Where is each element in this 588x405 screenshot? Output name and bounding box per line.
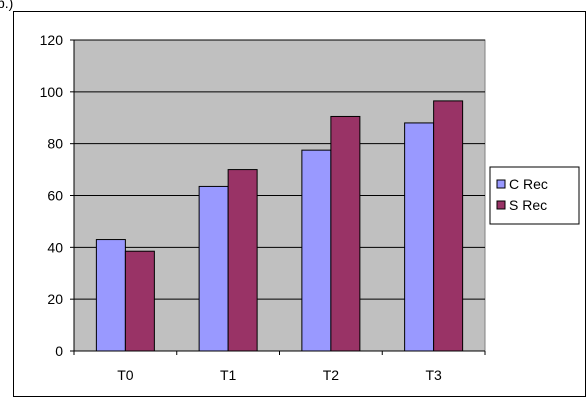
bar-c-rec-t1 <box>198 185 229 352</box>
legend-label-s-rec: S Rec <box>509 197 547 213</box>
legend-swatch-s-rec <box>496 200 506 210</box>
bar-c-rec-t0 <box>95 239 126 352</box>
legend-box <box>489 166 580 225</box>
x-tick-label: T3 <box>425 367 442 383</box>
header-fragment: p.) <box>0 0 13 11</box>
x-tick-label: T1 <box>220 367 237 383</box>
bar-c-rec-t2 <box>301 149 332 352</box>
y-tick-label: 20 <box>47 291 63 307</box>
bar-c-rec-t3 <box>404 122 435 352</box>
y-tick-label: 120 <box>40 32 64 48</box>
legend-swatch-c-rec <box>496 179 506 189</box>
bar-s-rec-t1 <box>227 169 258 352</box>
x-tick-label: T2 <box>323 367 340 383</box>
bar-s-rec-t2 <box>330 115 361 352</box>
x-axis-ticks: T0 T1 T2 T3 <box>73 351 486 383</box>
y-tick-label: 80 <box>47 136 63 152</box>
y-tick-label: 40 <box>47 239 63 255</box>
legend-label-c-rec: C Rec <box>509 176 548 192</box>
legend: C Rec S Rec <box>489 166 580 225</box>
bar-s-rec-t3 <box>433 100 464 352</box>
y-tick-label: 0 <box>55 343 63 359</box>
x-tick-label: T0 <box>117 367 134 383</box>
bar-s-rec-t0 <box>124 250 155 352</box>
bars-group <box>95 100 464 352</box>
y-tick-label: 60 <box>47 188 63 204</box>
y-tick-label: 100 <box>40 84 64 100</box>
y-axis-ticks: 0 20 40 60 80 100 120 <box>40 32 74 359</box>
